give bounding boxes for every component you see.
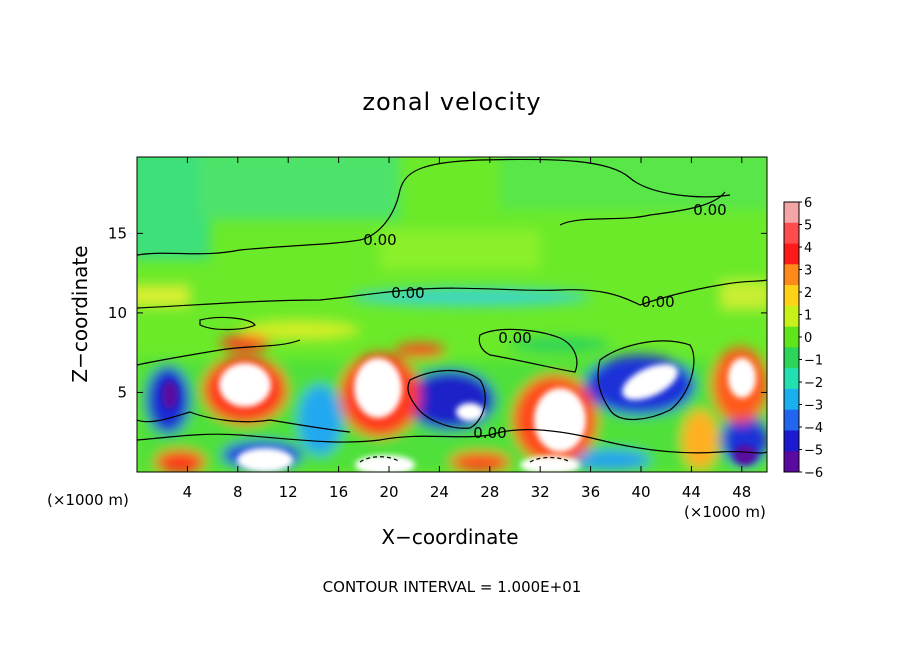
colorbar-swatch (784, 222, 799, 245)
contour-lines (137, 158, 767, 463)
x-tick-label: 24 (430, 483, 449, 501)
x-axis: 4 8 12 16 20 24 28 32 36 40 44 48 (183, 157, 751, 501)
x-tick-label: 8 (233, 483, 243, 501)
colorbar-swatch (784, 430, 799, 452)
x-tick-label: 36 (581, 483, 600, 501)
contour-labels: 0.00 0.00 0.00 0.00 0.00 0.00 (363, 201, 726, 442)
colorbar-tick-label: −4 (804, 421, 823, 436)
contour-label: 0.00 (473, 424, 506, 442)
colorbar-tick-label: 0 (804, 331, 812, 346)
colorbar-tick-label: −5 (804, 444, 823, 459)
colorbar-swatch (784, 347, 799, 369)
chart-title: zonal velocity (362, 88, 542, 116)
x-tick-label: 12 (279, 483, 298, 501)
contour-label: 0.00 (693, 201, 726, 219)
x-tick-label: 44 (682, 483, 701, 501)
contour-label: 0.00 (363, 231, 396, 249)
x-axis-label: X−coordinate (381, 525, 519, 549)
contour-interval-note: CONTOUR INTERVAL = 1.000E+01 (322, 578, 582, 596)
heatmap-field (137, 157, 767, 472)
x-tick-label: 4 (183, 483, 193, 501)
contour-label: 0.00 (498, 329, 531, 347)
colorbar-swatch (784, 388, 799, 411)
colorbar-swatch (784, 202, 799, 224)
x-tick-label: 32 (531, 483, 550, 501)
x-tick-label: 48 (732, 483, 751, 501)
colorbar-swatch (784, 326, 799, 348)
colorbar-tick-label: −6 (804, 466, 823, 481)
colorbar-tick-label: 3 (804, 264, 812, 279)
contour-label: 0.00 (391, 284, 424, 302)
colorbar-tick-label: 2 (804, 286, 812, 301)
x-tick-label: 28 (480, 483, 499, 501)
contour-label: 0.00 (641, 293, 674, 311)
colorbar-tick-label: −3 (804, 399, 823, 414)
colorbar-swatch (784, 243, 799, 265)
plot-frame (136, 156, 768, 473)
colorbar-tick-label: 5 (804, 219, 812, 234)
colorbar-tick-label: 1 (804, 309, 812, 324)
colorbar-swatch (784, 368, 799, 390)
x-tick-label: 16 (329, 483, 348, 501)
colorbar-tick-label: 6 (804, 196, 812, 211)
colorbar-tick-label: 4 (804, 241, 812, 256)
colorbar-swatch (784, 451, 799, 473)
y-tick-label: 5 (117, 383, 127, 401)
colorbar-tick-label: −2 (804, 376, 823, 391)
y-tick-label: 10 (108, 304, 127, 322)
colorbar: 6 5 4 3 2 1 0 −1 −2 −3 −4 −5 −6 (783, 196, 823, 481)
colorbar-swatch (784, 409, 799, 431)
colorbar-swatch (784, 305, 799, 328)
y-axis-label: Z−coordinate (68, 245, 92, 383)
x-unit-right: (×1000 m) (684, 503, 766, 521)
x-tick-label: 40 (631, 483, 650, 501)
y-tick-label: 15 (108, 224, 127, 242)
x-tick-label: 20 (379, 483, 398, 501)
y-axis: 5 10 15 (108, 224, 767, 401)
x-unit-left: (×1000 m) (47, 491, 129, 509)
colorbar-swatch (784, 264, 799, 286)
colorbar-tick-label: −1 (804, 354, 823, 369)
colorbar-swatch (784, 285, 799, 307)
